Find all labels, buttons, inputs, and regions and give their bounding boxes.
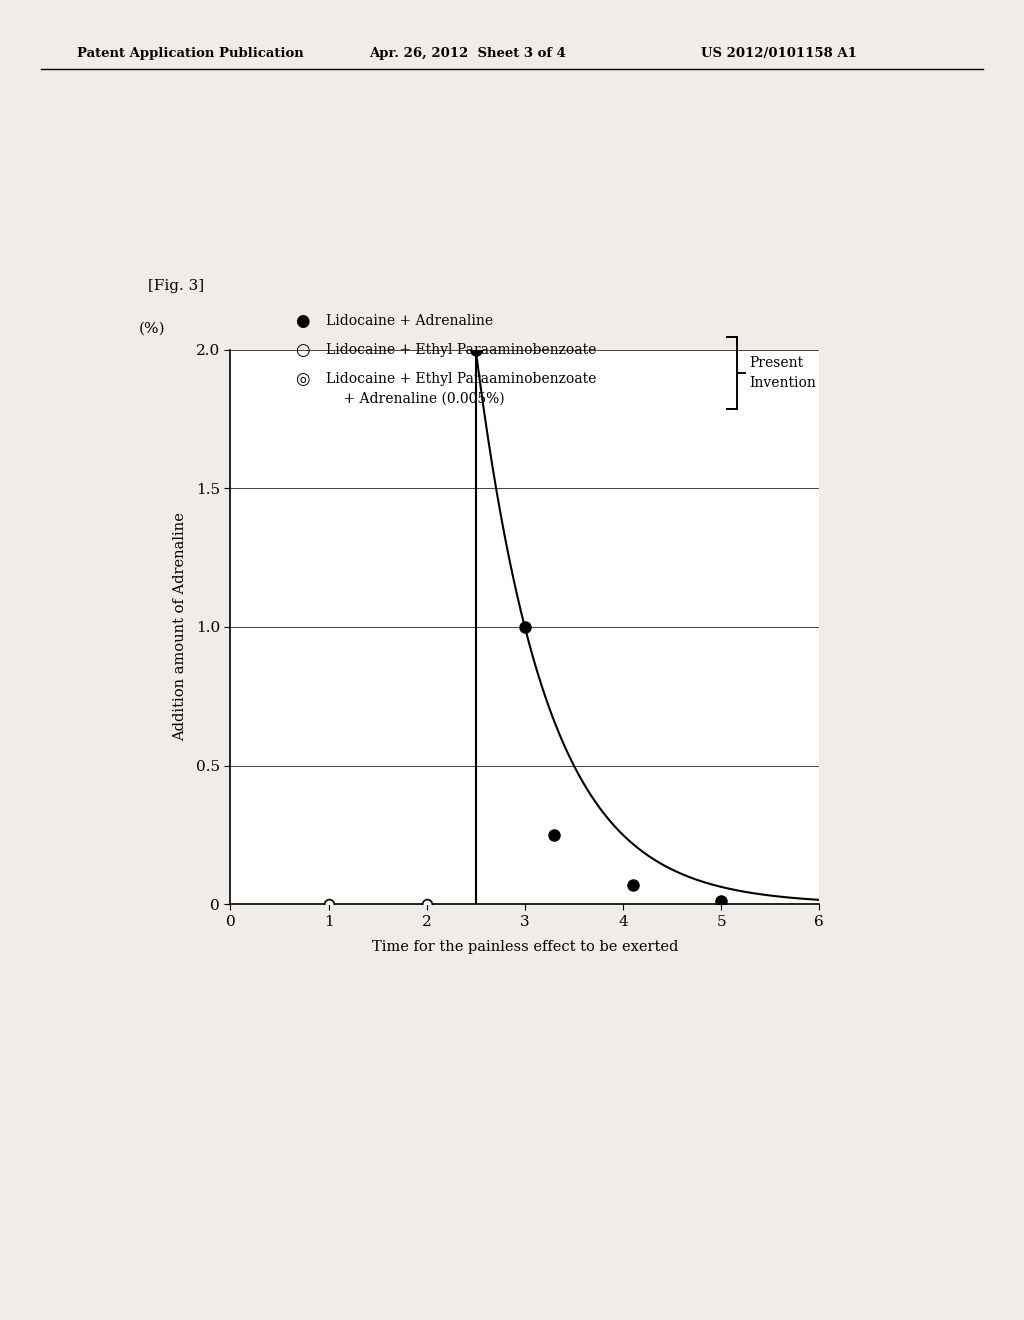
Text: Apr. 26, 2012  Sheet 3 of 4: Apr. 26, 2012 Sheet 3 of 4	[369, 46, 565, 59]
Text: Lidocaine + Ethyl Paraaminobenzoate: Lidocaine + Ethyl Paraaminobenzoate	[326, 372, 596, 385]
Text: US 2012/0101158 A1: US 2012/0101158 A1	[701, 46, 857, 59]
Text: Present
Invention: Present Invention	[750, 356, 816, 389]
Text: + Adrenaline (0.005%): + Adrenaline (0.005%)	[326, 392, 504, 405]
Text: ◎: ◎	[295, 370, 309, 388]
Text: Lidocaine + Adrenaline: Lidocaine + Adrenaline	[326, 314, 493, 327]
Text: Lidocaine + Ethyl Paraaminobenzoate: Lidocaine + Ethyl Paraaminobenzoate	[326, 343, 596, 356]
X-axis label: Time for the painless effect to be exerted: Time for the painless effect to be exert…	[372, 940, 678, 954]
Text: (%): (%)	[139, 322, 166, 337]
Text: ●: ●	[295, 312, 309, 330]
Text: [Fig. 3]: [Fig. 3]	[148, 280, 205, 293]
Text: ○: ○	[295, 341, 309, 359]
Text: Patent Application Publication: Patent Application Publication	[77, 46, 303, 59]
Y-axis label: Addition amount of Adrenaline: Addition amount of Adrenaline	[173, 512, 187, 742]
